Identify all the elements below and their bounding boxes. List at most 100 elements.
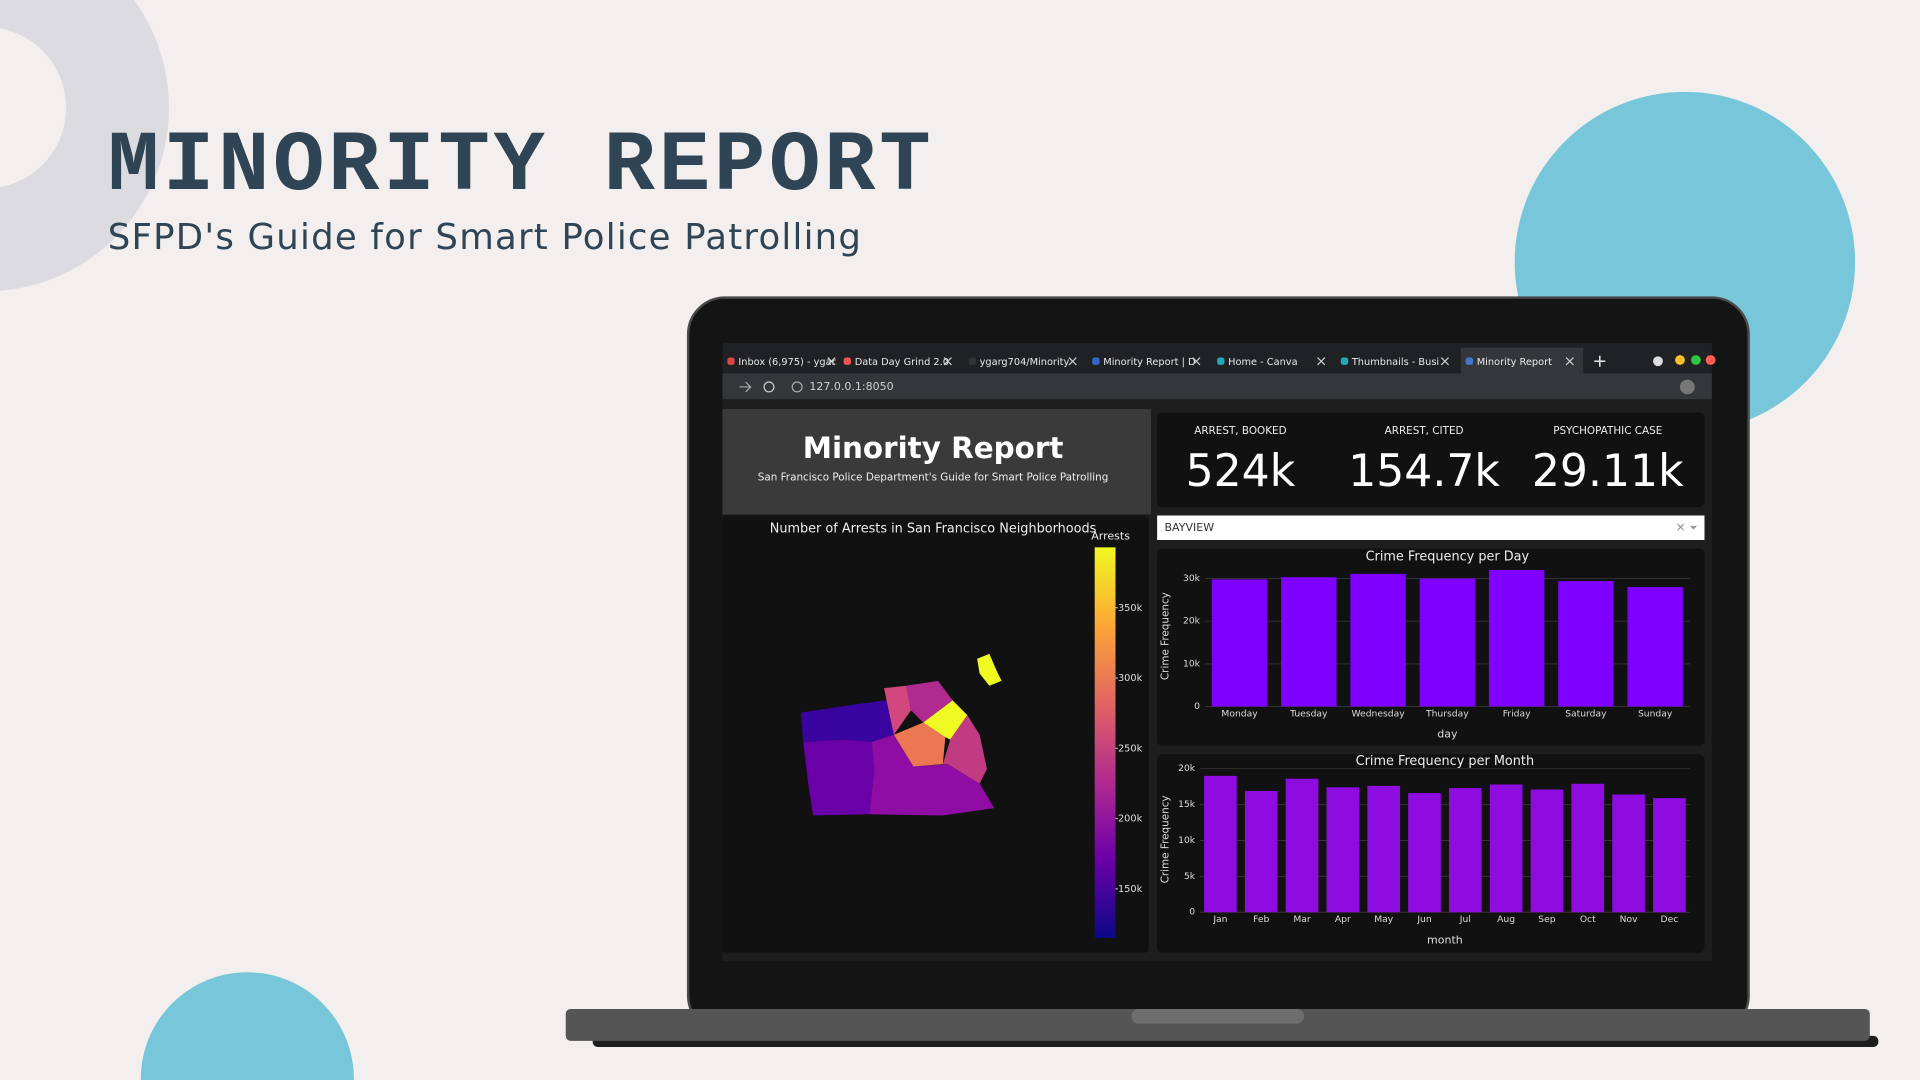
dropdown[interactable]: [1157, 515, 1705, 540]
neighborhood[interactable]: [906, 680, 953, 723]
x-axis-label: month: [1427, 933, 1463, 946]
tab-close[interactable]: [1440, 357, 1450, 366]
clear-icon[interactable]: [1677, 523, 1685, 531]
x-tick-label: Tuesday: [1289, 708, 1328, 719]
neighborhood[interactable]: [893, 722, 946, 767]
forward-icon[interactable]: [739, 381, 752, 393]
title: MINORITY REPORT: [108, 118, 935, 215]
bar[interactable]: [1612, 794, 1645, 913]
neighborhood[interactable]: [803, 739, 875, 816]
decor-circle: [140, 972, 354, 1080]
tab-icon[interactable]: [1092, 357, 1100, 365]
chart-title: Crime Frequency per Month: [1356, 754, 1534, 769]
neighborhood[interactable]: [869, 734, 995, 816]
bar[interactable]: [1326, 787, 1360, 913]
window-button[interactable]: [1675, 355, 1685, 365]
x-tick-label: Jan: [1212, 914, 1227, 925]
bar[interactable]: [1488, 569, 1545, 707]
tab-icon[interactable]: [727, 357, 735, 365]
tab-close[interactable]: [1565, 357, 1574, 366]
tab-close[interactable]: [827, 357, 836, 366]
decor-ring-hole: [0, 28, 67, 188]
tab-title[interactable]: Data Day Grind 2.0: [855, 357, 949, 368]
window-button[interactable]: [1705, 355, 1716, 365]
tab-icon[interactable]: [968, 357, 976, 365]
tab-icon[interactable]: [1340, 357, 1349, 365]
bar[interactable]: [1558, 581, 1614, 707]
y-tick-label: 10k: [1183, 658, 1201, 669]
tab-icon[interactable]: [843, 357, 852, 365]
y-tick-label: 20k: [1183, 616, 1201, 627]
neighborhood[interactable]: [942, 715, 987, 784]
tab-title[interactable]: Home - Canva: [1228, 357, 1297, 368]
map-title: Number of Arrests in San Francisco Neigh…: [770, 521, 1097, 536]
dropdown-value[interactable]: BAYVIEW: [1164, 521, 1214, 534]
bar[interactable]: [1419, 578, 1476, 707]
tab-title[interactable]: Inbox (6,975) - ygar: [738, 357, 836, 368]
bar[interactable]: [1408, 793, 1441, 913]
neighborhood[interactable]: [923, 700, 968, 740]
bar[interactable]: [1653, 798, 1686, 913]
colorbar-tick-label: 350k: [1118, 603, 1143, 614]
y-tick-label: 20k: [1178, 763, 1196, 774]
neighborhood[interactable]: [800, 700, 894, 743]
tab-close[interactable]: [1068, 357, 1077, 366]
tab-icon[interactable]: [1217, 357, 1225, 365]
bar[interactable]: [1489, 784, 1523, 913]
neighborhood[interactable]: [884, 685, 912, 735]
bar[interactable]: [1367, 785, 1400, 913]
y-tick-label: 10k: [1178, 835, 1196, 846]
bar[interactable]: [1571, 783, 1605, 913]
tab-title[interactable]: ygarg704/Minority: [980, 357, 1070, 368]
x-axis-label: day: [1437, 728, 1458, 741]
bar[interactable]: [1530, 789, 1564, 913]
tab-close[interactable]: [943, 357, 952, 366]
y-tick-label: 15k: [1178, 799, 1196, 810]
x-tick-label: Nov: [1620, 914, 1638, 925]
y-tick-label: 5k: [1184, 871, 1196, 882]
bar[interactable]: [1448, 788, 1482, 913]
tab-icon[interactable]: [1465, 357, 1474, 365]
x-tick-label: Oct: [1580, 914, 1596, 925]
x-tick-label: Apr: [1335, 914, 1351, 925]
y-tick-label: 0: [1194, 701, 1200, 712]
kpi-value: 29.11k: [1532, 446, 1684, 497]
colorbar: [1094, 547, 1116, 938]
island[interactable]: [977, 653, 1002, 686]
bar[interactable]: [1285, 778, 1319, 913]
address-bar: [722, 373, 1712, 400]
dashboard-subtitle: San Francisco Police Department's Guide …: [758, 472, 1109, 484]
bar[interactable]: [1350, 573, 1406, 707]
chart-title: Crime Frequency per Day: [1366, 550, 1530, 565]
x-tick-label: Jul: [1459, 914, 1471, 925]
x-tick-label: Jun: [1416, 914, 1432, 925]
tab-close[interactable]: [1192, 357, 1201, 366]
window-button[interactable]: [1691, 355, 1701, 365]
bar[interactable]: [1627, 587, 1683, 707]
tab-title[interactable]: Minority Report: [1477, 357, 1552, 368]
tab-title[interactable]: Minority Report | D: [1103, 357, 1195, 368]
y-tick-label: 0: [1189, 907, 1195, 918]
site-info-icon[interactable]: [791, 381, 803, 393]
y-axis-label: Crime Frequency: [1160, 795, 1172, 883]
bar[interactable]: [1244, 790, 1278, 913]
url[interactable]: 127.0.0.1:8050: [809, 380, 893, 393]
bar[interactable]: [1204, 775, 1237, 913]
x-tick-label: Sunday: [1638, 708, 1673, 719]
dropdown-arrow[interactable]: [1689, 525, 1698, 530]
dashboard-title: Minority Report: [803, 431, 1064, 465]
profile-icon[interactable]: [1653, 356, 1663, 367]
active-tab: [1460, 347, 1584, 374]
avatar[interactable]: [1680, 379, 1695, 395]
bar[interactable]: [1281, 577, 1337, 707]
x-tick-label: Friday: [1503, 708, 1531, 719]
kpi-label: PSYCHOPATHIC CASE: [1553, 425, 1662, 437]
tab-title[interactable]: Thumbnails - Busi: [1351, 357, 1439, 368]
reload-icon[interactable]: [763, 381, 775, 393]
bar[interactable]: [1211, 579, 1268, 707]
x-tick-label: Thursday: [1425, 708, 1469, 719]
laptop-notch: [1131, 1008, 1305, 1024]
x-tick-label: Dec: [1661, 914, 1679, 925]
tab-close[interactable]: [1317, 357, 1326, 366]
